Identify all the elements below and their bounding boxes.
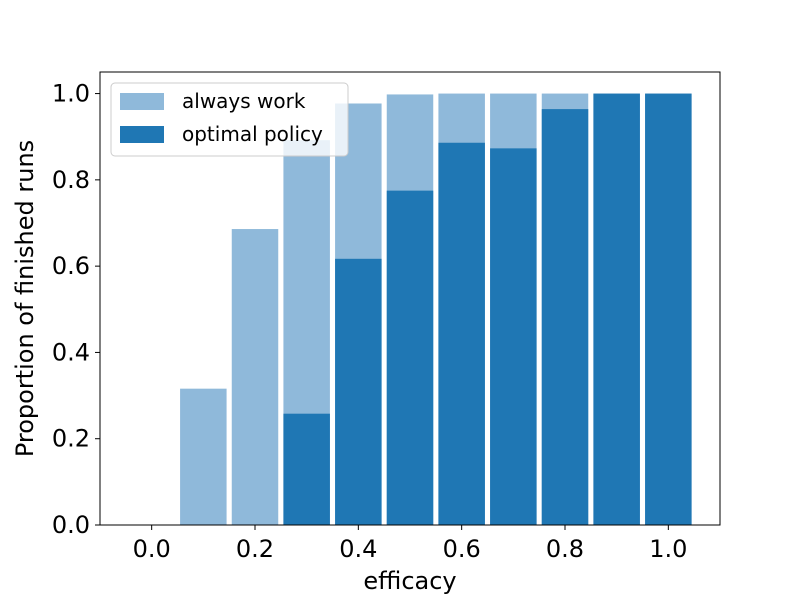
y-tick-label: 0.6 <box>52 252 90 280</box>
bar-series-0-x-1 <box>180 388 227 525</box>
x-axis-label: efficacy <box>363 567 456 595</box>
bar-series-1-x-5 <box>386 190 434 525</box>
legend-box <box>110 82 349 157</box>
legend: always work optimal policy <box>110 82 349 157</box>
x-tick-label: 1.0 <box>649 535 687 563</box>
series-1-bars <box>283 93 692 526</box>
y-axis-label: Proportion of finished runs <box>11 140 39 457</box>
y-tick-label: 0.2 <box>52 425 90 453</box>
x-axis-ticks: 0.0 0.2 0.4 0.6 0.8 1.0 <box>133 525 687 563</box>
y-axis-ticks: 0.0 0.2 0.4 0.6 0.8 1.0 <box>52 80 100 539</box>
legend-swatch-0 <box>120 93 164 110</box>
x-tick-label: 0.2 <box>236 535 274 563</box>
y-tick-label: 0.4 <box>52 338 90 366</box>
bars-group <box>180 93 692 526</box>
bar-series-1-x-6 <box>438 142 485 526</box>
bar-series-1-x-9 <box>593 93 640 526</box>
y-tick-label: 0.8 <box>52 166 90 194</box>
plot-frame <box>99 71 721 526</box>
y-tick-label: 1.0 <box>52 80 90 108</box>
y-tick-label: 0.0 <box>52 511 90 539</box>
legend-label-1: optimal policy <box>182 122 323 146</box>
bar-series-1-x-4 <box>335 258 382 525</box>
bar-series-1-x-7 <box>490 148 537 525</box>
legend-swatch-1 <box>120 126 164 143</box>
legend-label-0: always work <box>182 89 306 113</box>
bar-series-1-x-8 <box>541 109 589 526</box>
bar-series-0-x-2 <box>231 229 279 526</box>
x-tick-label: 0.0 <box>133 535 171 563</box>
bar-series-1-x-3 <box>283 413 330 525</box>
x-tick-label: 0.4 <box>339 535 377 563</box>
x-tick-label: 0.8 <box>546 535 584 563</box>
bar-series-1-x-10 <box>645 93 692 526</box>
x-tick-label: 0.6 <box>443 535 481 563</box>
